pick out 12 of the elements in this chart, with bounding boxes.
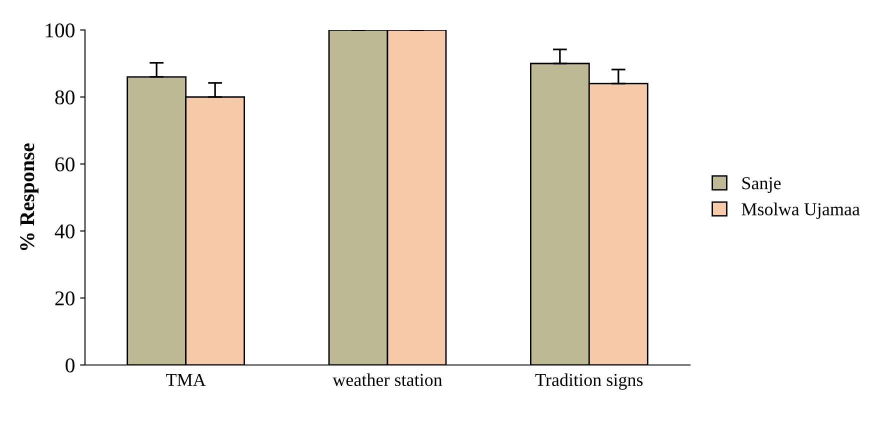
- legend-label: Msolwa Ujamaa: [742, 202, 860, 220]
- x-tick-label: Tradition signs: [535, 373, 643, 390]
- y-tick-label: 0: [66, 358, 74, 372]
- y-tick-label: 100: [46, 23, 74, 38]
- x-tick-label: TMA: [166, 374, 206, 386]
- y-tick-label: 20: [55, 291, 74, 306]
- y-tick-label: 60: [55, 157, 74, 172]
- legend-label: Sanje: [742, 177, 781, 193]
- y-tick-label: 40: [54, 224, 74, 238]
- y-axis-title: % Response: [20, 143, 38, 250]
- y-tick-label: 80: [55, 90, 74, 104]
- x-tick-label: weather station: [332, 373, 442, 386]
